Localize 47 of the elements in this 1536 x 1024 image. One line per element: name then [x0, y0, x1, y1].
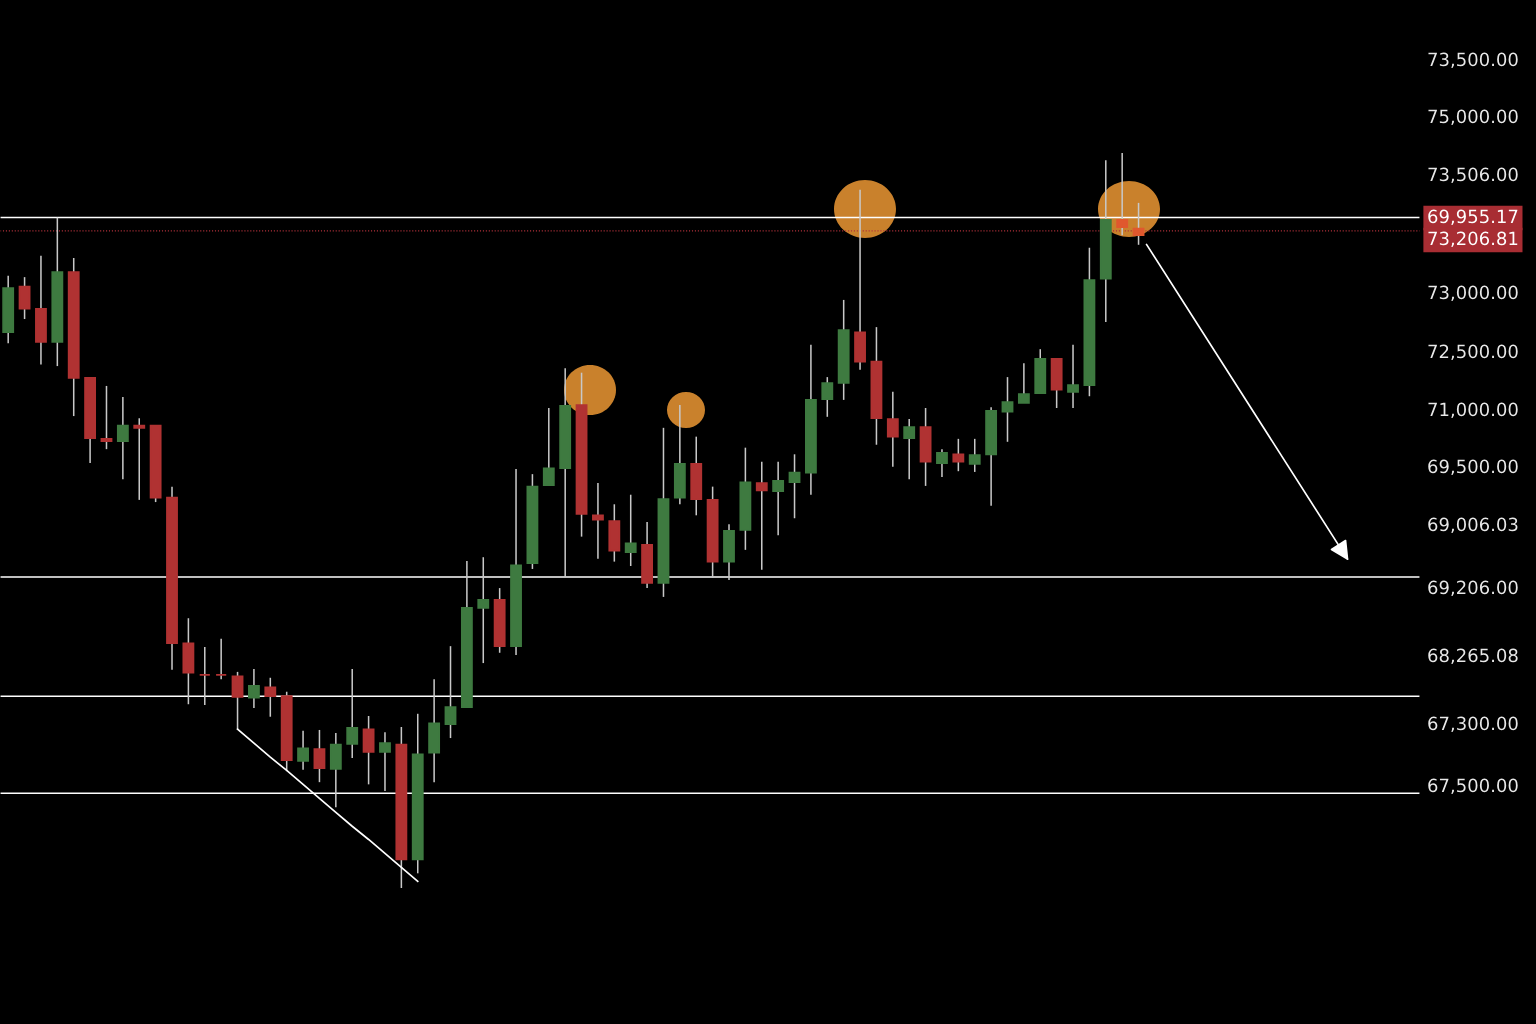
text: 73,000.00: [1428, 285, 1518, 302]
candlestick: [379, 731, 391, 792]
candlestick: [936, 448, 948, 478]
text: 73,506.00: [1428, 167, 1518, 184]
candlestick: [231, 671, 244, 730]
candlestick: [952, 438, 965, 472]
candlestick: [198, 646, 211, 706]
candlestick: [1132, 202, 1145, 246]
candlestick: [100, 385, 113, 450]
text: 72,500.00: [1428, 344, 1518, 361]
candlestick: [297, 729, 309, 771]
candlestick: [264, 677, 277, 718]
candlestick: [886, 391, 899, 468]
candlestick: [1067, 343, 1079, 409]
candlestick: [1017, 362, 1030, 404]
text: 71,000.00: [1428, 402, 1518, 419]
candlestick: [313, 729, 326, 783]
text: 67,500.00: [1428, 778, 1518, 795]
candlestick: [215, 638, 228, 681]
candlestick: [788, 453, 801, 520]
text: 73,206.81: [1428, 231, 1518, 248]
candlestick: [362, 715, 375, 786]
candlestick: [592, 482, 604, 560]
candlestick: [903, 418, 916, 481]
text: 69,955.17: [1428, 209, 1518, 226]
candlestick: [1116, 152, 1129, 236]
candlestick: [821, 376, 834, 418]
candlestick: [346, 668, 359, 759]
text: 69,500.00: [1428, 459, 1518, 476]
candlestick: [624, 493, 637, 567]
candlestick: [18, 276, 31, 320]
text: 68,265.08: [1428, 648, 1518, 665]
candlestick: [1001, 376, 1014, 443]
text: 69,206.00: [1428, 580, 1518, 597]
candlestick: [248, 668, 260, 709]
candlestick: [477, 556, 490, 664]
candlestick: [133, 417, 146, 501]
candlestick: [968, 438, 981, 473]
text: 73,500.00: [1428, 52, 1518, 69]
candlestick: [444, 645, 457, 739]
candlestick: [542, 407, 555, 487]
text: 67,300.00: [1428, 716, 1518, 733]
candlestick: [116, 396, 129, 481]
candlestick: [772, 460, 785, 536]
text: 75,000.00: [1428, 109, 1518, 126]
candlestick: [755, 460, 768, 571]
text: 69,006.03: [1428, 517, 1518, 534]
